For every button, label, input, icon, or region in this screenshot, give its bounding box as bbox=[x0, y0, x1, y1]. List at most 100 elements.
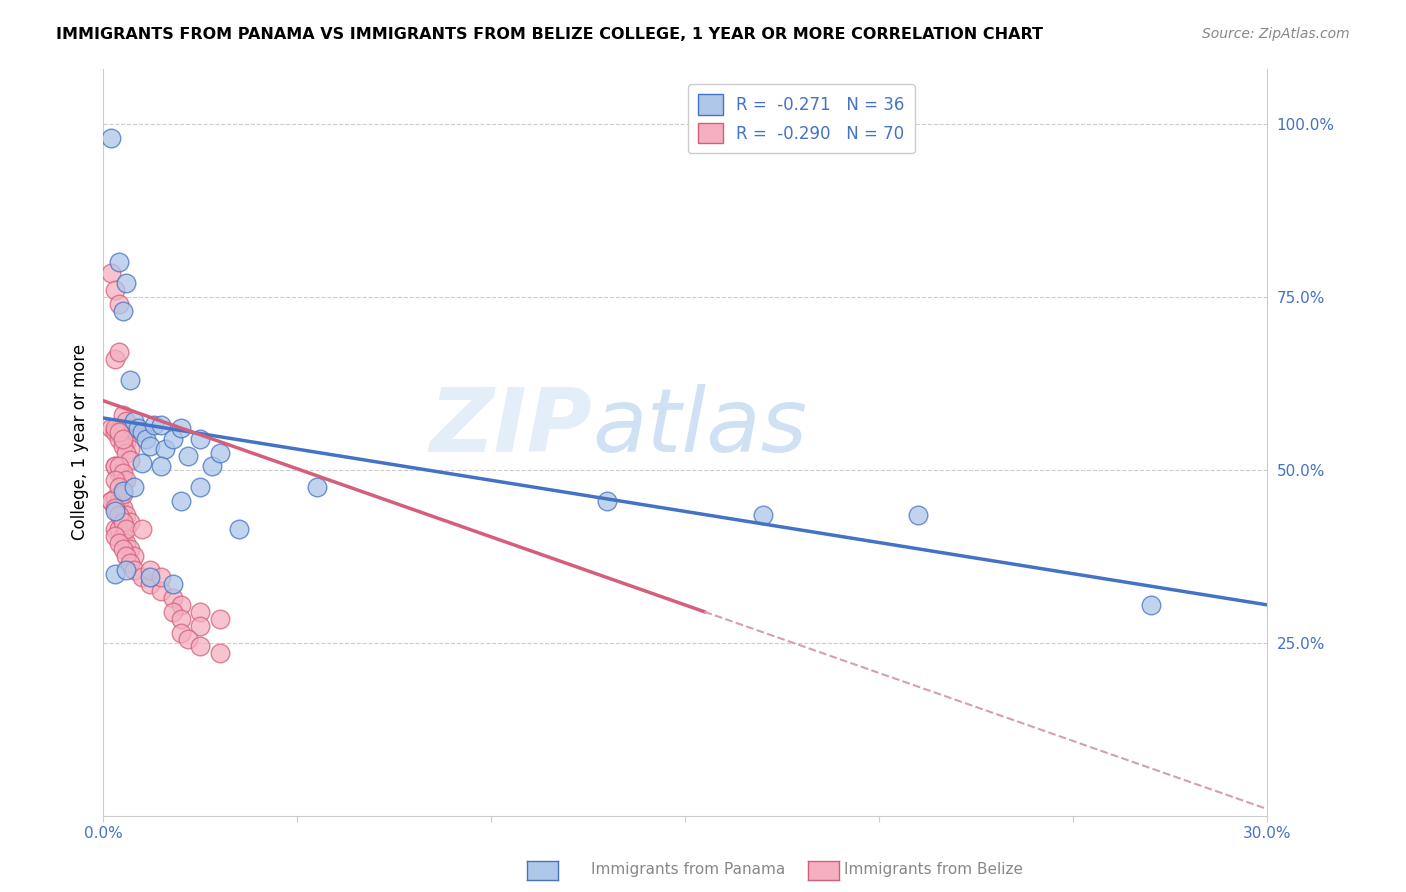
Point bbox=[100, 266, 122, 280]
Point bbox=[138, 563, 160, 577]
Point bbox=[111, 483, 134, 498]
Point bbox=[107, 425, 129, 439]
Point bbox=[107, 535, 129, 549]
Point bbox=[115, 508, 138, 522]
Point bbox=[104, 459, 127, 474]
Point bbox=[111, 515, 134, 529]
Point bbox=[170, 598, 193, 612]
Point bbox=[201, 459, 224, 474]
Point bbox=[305, 480, 328, 494]
Point bbox=[104, 566, 127, 581]
Point bbox=[150, 570, 173, 584]
Point bbox=[100, 494, 122, 508]
Point bbox=[162, 605, 184, 619]
Point bbox=[100, 494, 122, 508]
Point bbox=[122, 563, 145, 577]
Point bbox=[138, 439, 160, 453]
Point bbox=[751, 508, 773, 522]
Point bbox=[177, 632, 200, 647]
Point bbox=[107, 494, 129, 508]
Point bbox=[111, 408, 134, 422]
Point bbox=[111, 528, 134, 542]
Point bbox=[120, 373, 142, 387]
Point bbox=[107, 459, 129, 474]
Point bbox=[153, 442, 176, 457]
Point bbox=[111, 303, 134, 318]
Point bbox=[162, 591, 184, 605]
Point bbox=[104, 352, 127, 367]
Point bbox=[138, 570, 160, 584]
Point bbox=[150, 459, 173, 474]
Point bbox=[111, 500, 134, 515]
Text: atlas: atlas bbox=[592, 384, 807, 470]
Point bbox=[208, 612, 231, 626]
Point bbox=[107, 508, 129, 522]
Point bbox=[177, 449, 200, 463]
Point bbox=[115, 522, 138, 536]
Point bbox=[111, 473, 134, 487]
Point bbox=[115, 435, 138, 450]
Point bbox=[104, 459, 127, 474]
Point bbox=[120, 442, 142, 457]
Text: ZIP: ZIP bbox=[429, 384, 592, 471]
Point bbox=[142, 417, 165, 432]
Point bbox=[150, 417, 173, 432]
Point bbox=[122, 549, 145, 564]
Text: Immigrants from Belize: Immigrants from Belize bbox=[844, 863, 1022, 877]
Point bbox=[104, 491, 127, 505]
Point bbox=[170, 494, 193, 508]
Point bbox=[150, 584, 173, 599]
Point bbox=[111, 542, 134, 557]
Point bbox=[188, 605, 211, 619]
Point bbox=[596, 494, 619, 508]
Point bbox=[131, 425, 153, 439]
Point bbox=[107, 297, 129, 311]
Point bbox=[188, 480, 211, 494]
Legend: R =  -0.271   N = 36, R =  -0.290   N = 70: R = -0.271 N = 36, R = -0.290 N = 70 bbox=[688, 85, 915, 153]
Point bbox=[107, 345, 129, 359]
Point bbox=[120, 557, 142, 571]
Point bbox=[104, 425, 127, 439]
Point bbox=[122, 414, 145, 428]
Text: Immigrants from Panama: Immigrants from Panama bbox=[591, 863, 785, 877]
Point bbox=[120, 542, 142, 557]
Point bbox=[138, 577, 160, 591]
Point bbox=[170, 421, 193, 435]
Point bbox=[104, 421, 127, 435]
Point bbox=[122, 421, 145, 435]
Point bbox=[115, 549, 138, 564]
Point bbox=[208, 445, 231, 459]
Y-axis label: College, 1 year or more: College, 1 year or more bbox=[72, 344, 89, 541]
Point bbox=[104, 283, 127, 297]
Point bbox=[120, 515, 142, 529]
Point bbox=[111, 421, 134, 435]
Text: Source: ZipAtlas.com: Source: ZipAtlas.com bbox=[1202, 27, 1350, 41]
Point bbox=[111, 487, 134, 501]
Point bbox=[907, 508, 929, 522]
Point bbox=[115, 563, 138, 577]
Point bbox=[115, 473, 138, 487]
Point bbox=[104, 504, 127, 518]
Point bbox=[100, 421, 122, 435]
Point bbox=[188, 618, 211, 632]
Point bbox=[111, 439, 134, 453]
Point bbox=[115, 414, 138, 428]
Text: IMMIGRANTS FROM PANAMA VS IMMIGRANTS FROM BELIZE COLLEGE, 1 YEAR OR MORE CORRELA: IMMIGRANTS FROM PANAMA VS IMMIGRANTS FRO… bbox=[56, 27, 1043, 42]
Point bbox=[122, 480, 145, 494]
Point bbox=[107, 467, 129, 481]
Point bbox=[120, 452, 142, 467]
Point bbox=[111, 432, 134, 446]
Point bbox=[107, 432, 129, 446]
Point bbox=[104, 528, 127, 542]
Point bbox=[107, 480, 129, 494]
Point bbox=[104, 473, 127, 487]
Point bbox=[131, 522, 153, 536]
Point bbox=[107, 255, 129, 269]
Point bbox=[107, 522, 129, 536]
Point bbox=[170, 612, 193, 626]
Point bbox=[127, 421, 149, 435]
Point bbox=[188, 432, 211, 446]
Point bbox=[131, 456, 153, 470]
Point bbox=[162, 577, 184, 591]
Point bbox=[162, 432, 184, 446]
